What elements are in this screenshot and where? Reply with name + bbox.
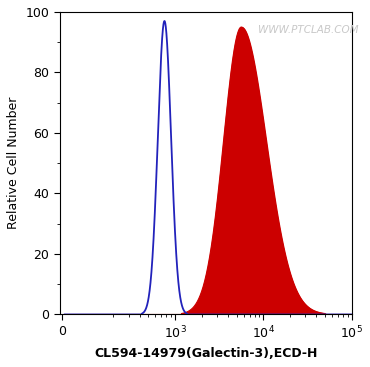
Text: WWW.PTCLAB.COM: WWW.PTCLAB.COM [258, 25, 359, 35]
X-axis label: CL594-14979(Galectin-3),ECD-H: CL594-14979(Galectin-3),ECD-H [94, 347, 317, 360]
Y-axis label: Relative Cell Number: Relative Cell Number [7, 97, 20, 229]
